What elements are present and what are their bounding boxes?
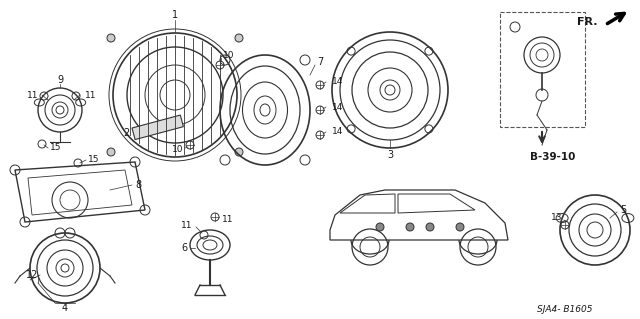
Circle shape xyxy=(107,148,115,156)
Text: 14: 14 xyxy=(332,128,344,137)
Text: 11: 11 xyxy=(85,91,97,100)
Circle shape xyxy=(107,34,115,42)
Text: 12: 12 xyxy=(26,270,38,280)
Circle shape xyxy=(235,148,243,156)
Circle shape xyxy=(426,223,434,231)
Text: 2: 2 xyxy=(124,128,130,138)
Text: 6: 6 xyxy=(182,243,188,253)
Circle shape xyxy=(456,223,464,231)
Text: B-39-10: B-39-10 xyxy=(530,152,575,162)
Text: 1: 1 xyxy=(172,10,178,20)
Text: 4: 4 xyxy=(62,303,68,313)
Bar xyxy=(132,115,184,140)
Text: SJA4- B1605: SJA4- B1605 xyxy=(537,306,593,315)
Text: 10: 10 xyxy=(172,145,183,154)
Text: 7: 7 xyxy=(317,57,323,67)
Text: 5: 5 xyxy=(620,205,627,215)
Text: 14: 14 xyxy=(332,78,344,86)
Text: 10: 10 xyxy=(223,50,234,60)
Circle shape xyxy=(406,223,414,231)
Text: FR.: FR. xyxy=(577,17,598,27)
Text: 15: 15 xyxy=(88,155,99,165)
Text: 9: 9 xyxy=(57,75,63,85)
Text: 14: 14 xyxy=(332,102,344,112)
Text: 3: 3 xyxy=(387,150,393,160)
Circle shape xyxy=(376,223,384,231)
Circle shape xyxy=(235,34,243,42)
Text: 8: 8 xyxy=(135,180,141,190)
Text: 11: 11 xyxy=(26,91,38,100)
Text: 15: 15 xyxy=(50,144,61,152)
Bar xyxy=(500,12,585,127)
Text: 11: 11 xyxy=(180,220,192,229)
Text: 11: 11 xyxy=(222,216,234,225)
Text: 13: 13 xyxy=(550,213,562,222)
